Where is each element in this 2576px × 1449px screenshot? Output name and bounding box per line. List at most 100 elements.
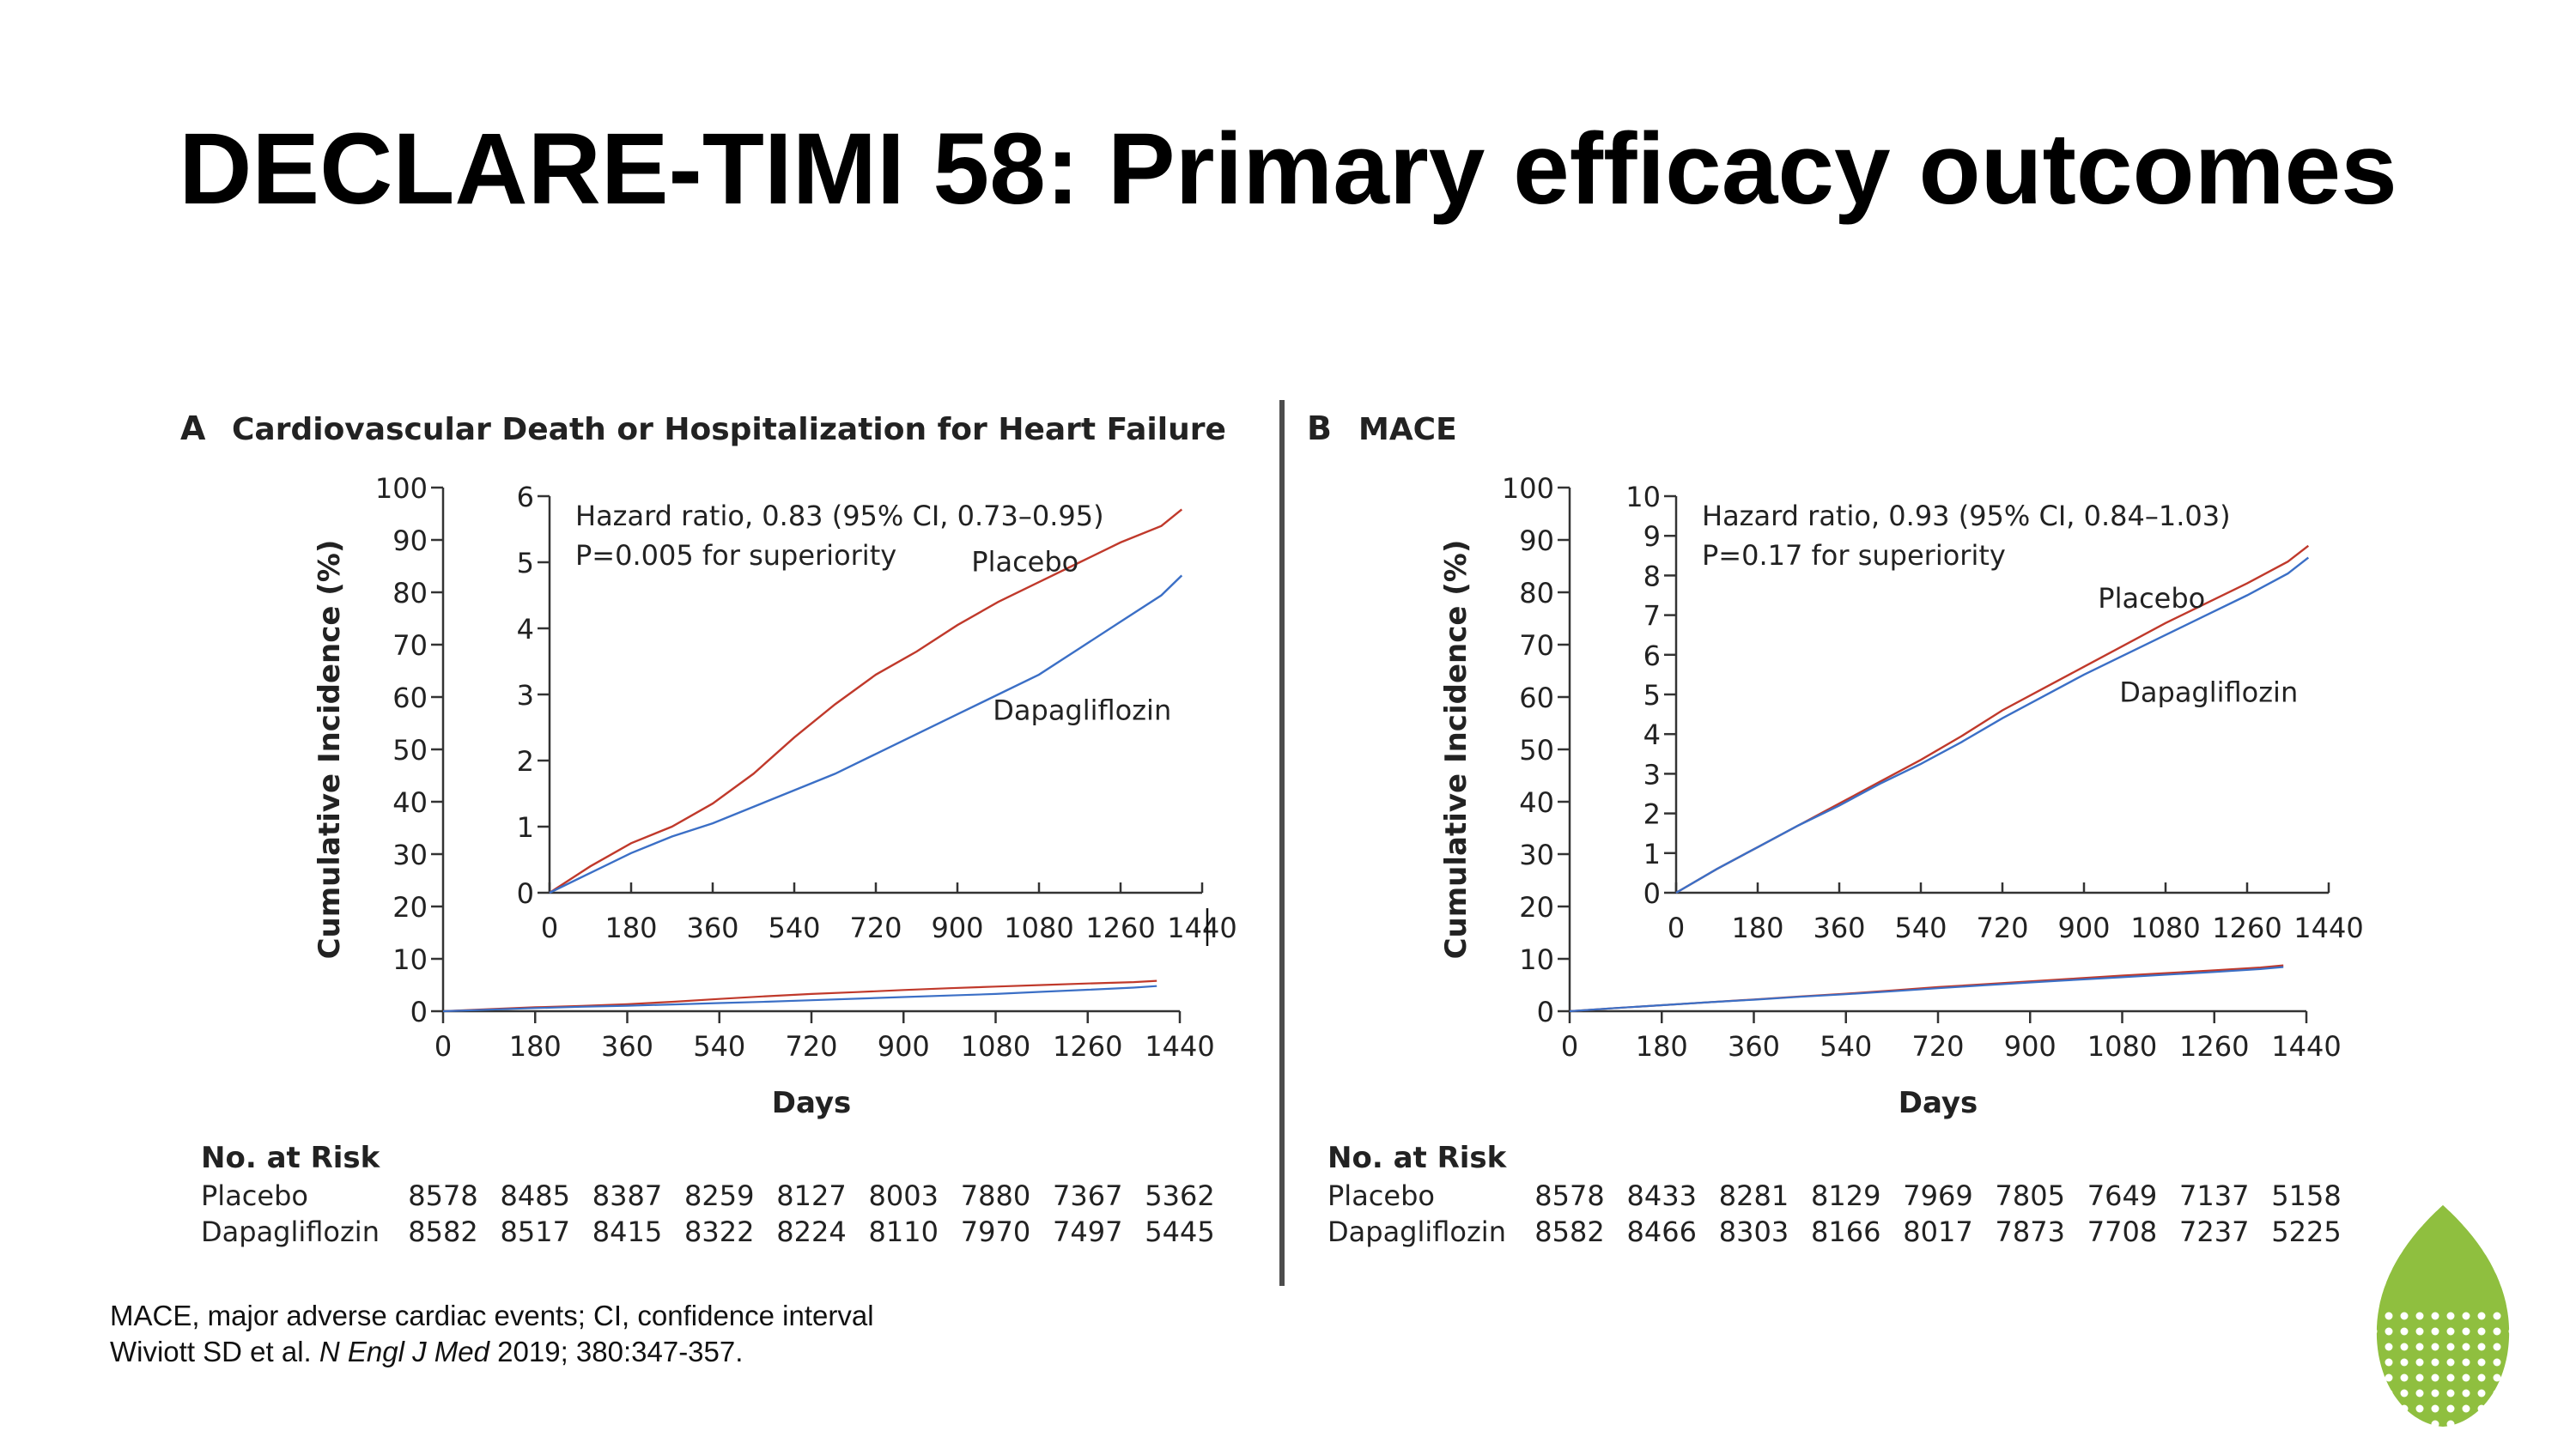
y-tick-label: 60 bbox=[1519, 682, 1554, 714]
x-tick-label: 720 bbox=[1911, 1030, 1964, 1063]
y-tick-label: 100 bbox=[1502, 472, 1554, 505]
inset-x-tick-label: 360 bbox=[1813, 912, 1865, 944]
risk-value: 8127 bbox=[776, 1179, 846, 1212]
inset-series-line-dapagliflozin bbox=[549, 574, 1183, 894]
inset-x-tick-label: 360 bbox=[686, 912, 738, 944]
inset-y-tick-label: 4 bbox=[517, 613, 534, 646]
inset-x-tick-label: 1440 bbox=[1167, 912, 1236, 944]
risk-value: 7708 bbox=[2087, 1216, 2157, 1248]
risk-value: 7367 bbox=[1053, 1179, 1122, 1212]
inset-annotation: Hazard ratio, 0.83 (95% CI, 0.73–0.95) bbox=[575, 500, 1104, 532]
panel-title: Cardiovascular Death or Hospitalization … bbox=[232, 412, 1226, 447]
panel-divider bbox=[1279, 400, 1285, 1286]
y-tick-label: 90 bbox=[1519, 524, 1554, 557]
inset-y-tick-label: 5 bbox=[1643, 679, 1661, 712]
inset-y-tick-label: 3 bbox=[517, 679, 534, 712]
risk-table-heading: No. at Risk bbox=[201, 1141, 381, 1175]
panel-letter: A bbox=[180, 409, 206, 447]
y-tick-label: 100 bbox=[375, 472, 428, 505]
y-tick-label: 0 bbox=[1537, 996, 1554, 1028]
x-tick-label: 360 bbox=[601, 1030, 653, 1063]
risk-value: 8259 bbox=[684, 1179, 754, 1212]
risk-value: 5445 bbox=[1145, 1216, 1214, 1248]
inset-x-tick-label: 540 bbox=[768, 912, 820, 944]
panel-letter: B bbox=[1307, 409, 1332, 447]
chart-panel-a: A Cardiovascular Death or Hospitalization… bbox=[180, 409, 1237, 1248]
footnote: MACE, major adverse cardiac events; CI, … bbox=[110, 1298, 874, 1370]
risk-value: 8578 bbox=[1534, 1179, 1604, 1212]
risk-value: 5225 bbox=[2271, 1216, 2341, 1248]
y-axis-label: Cumulative Incidence (%) bbox=[313, 540, 347, 960]
x-tick-label: 1440 bbox=[2271, 1030, 2341, 1063]
risk-value: 8224 bbox=[776, 1216, 846, 1248]
y-tick-label: 50 bbox=[1519, 734, 1554, 767]
inset-x-tick-label: 720 bbox=[849, 912, 902, 944]
inset-x-tick-label: 180 bbox=[1731, 912, 1783, 944]
main-series-line-dapagliflozin bbox=[1569, 966, 2284, 1013]
y-axis-label: Cumulative Incidence (%) bbox=[1439, 540, 1473, 960]
x-tick-label: 1080 bbox=[961, 1030, 1030, 1063]
x-tick-label: 0 bbox=[434, 1030, 452, 1063]
inset-y-tick-label: 1 bbox=[1643, 838, 1661, 870]
panel-title: MACE bbox=[1358, 412, 1457, 447]
reference-journal: N Engl J Med bbox=[319, 1336, 489, 1367]
y-tick-label: 10 bbox=[1519, 943, 1554, 976]
x-tick-label: 540 bbox=[1820, 1030, 1872, 1063]
risk-value: 8281 bbox=[1719, 1179, 1789, 1212]
slide-title: DECLARE-TIMI 58: Primary efficacy outcom… bbox=[179, 112, 2397, 226]
risk-value: 7873 bbox=[1996, 1216, 2065, 1248]
series-label-dapagliflozin: Dapagliflozin bbox=[993, 694, 1171, 726]
inset-y-tick-label: 5 bbox=[517, 547, 534, 579]
inset-y-tick-label: 9 bbox=[1643, 520, 1661, 553]
inset-x-tick-label: 1260 bbox=[1085, 912, 1155, 944]
inset-y-tick-label: 6 bbox=[1643, 640, 1661, 672]
inset-x-tick-label: 1080 bbox=[1004, 912, 1073, 944]
x-tick-label: 900 bbox=[878, 1030, 930, 1063]
x-tick-label: 1260 bbox=[1053, 1030, 1122, 1063]
x-axis-label: Days bbox=[772, 1086, 852, 1120]
risk-value: 8415 bbox=[592, 1216, 662, 1248]
risk-value: 8387 bbox=[592, 1179, 662, 1212]
inset-y-tick-label: 0 bbox=[1643, 877, 1661, 910]
x-axis-label: Days bbox=[1899, 1086, 1978, 1120]
risk-value: 8578 bbox=[408, 1179, 477, 1212]
inset-x-tick-label: 900 bbox=[931, 912, 983, 944]
y-tick-label: 10 bbox=[392, 943, 428, 976]
risk-value: 8129 bbox=[1811, 1179, 1880, 1212]
risk-value: 7497 bbox=[1053, 1216, 1122, 1248]
risk-value: 8166 bbox=[1811, 1216, 1880, 1248]
y-tick-label: 80 bbox=[1519, 577, 1554, 609]
y-tick-label: 70 bbox=[1519, 629, 1554, 662]
inset-y-tick-label: 6 bbox=[517, 481, 534, 513]
x-tick-label: 900 bbox=[2004, 1030, 2057, 1063]
inset-annotation: P=0.17 for superiority bbox=[1702, 539, 2006, 572]
risk-value: 7969 bbox=[1903, 1179, 1972, 1212]
risk-row-label: Placebo bbox=[201, 1179, 308, 1212]
series-label-dapagliflozin: Dapagliflozin bbox=[2119, 676, 2298, 709]
x-tick-label: 720 bbox=[785, 1030, 837, 1063]
x-tick-label: 540 bbox=[693, 1030, 745, 1063]
main-series-line-dapagliflozin bbox=[442, 985, 1157, 1013]
x-tick-label: 1440 bbox=[1145, 1030, 1214, 1063]
inset-y-tick-label: 2 bbox=[1643, 798, 1661, 831]
risk-value: 8110 bbox=[869, 1216, 939, 1248]
inset-y-tick-label: 7 bbox=[1643, 600, 1661, 633]
risk-value: 7880 bbox=[961, 1179, 1030, 1212]
inset-x-tick-label: 0 bbox=[1668, 912, 1685, 944]
x-tick-label: 1260 bbox=[2179, 1030, 2249, 1063]
inset-y-tick-label: 2 bbox=[517, 745, 534, 778]
risk-row-label: Dapagliflozin bbox=[201, 1216, 380, 1248]
inset-y-tick-label: 3 bbox=[1643, 758, 1661, 791]
main-series-line-placebo bbox=[442, 979, 1157, 1013]
risk-value: 7649 bbox=[2087, 1179, 2157, 1212]
y-tick-label: 30 bbox=[392, 839, 428, 871]
x-tick-label: 1080 bbox=[2087, 1030, 2157, 1063]
inset-annotation: Hazard ratio, 0.93 (95% CI, 0.84–1.03) bbox=[1702, 500, 2231, 532]
inset-x-tick-label: 720 bbox=[1976, 912, 2028, 944]
risk-table-heading: No. at Risk bbox=[1327, 1141, 1508, 1175]
risk-value: 8485 bbox=[501, 1179, 570, 1212]
inset-annotation: P=0.005 for superiority bbox=[575, 539, 896, 572]
y-tick-label: 40 bbox=[1519, 786, 1554, 819]
risk-value: 7805 bbox=[1996, 1179, 2065, 1212]
